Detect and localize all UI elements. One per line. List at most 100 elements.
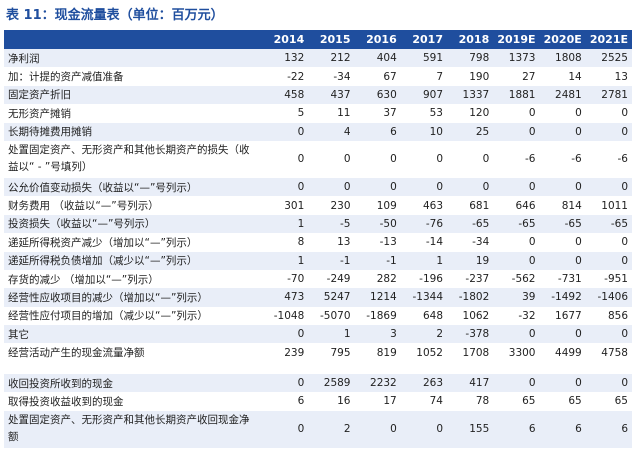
value-cell: -249 — [308, 269, 355, 289]
value-cell: 19 — [447, 251, 494, 270]
value-cell: 13 — [308, 233, 355, 252]
value-cell: 6 — [585, 410, 632, 448]
value-cell: 4758 — [585, 343, 632, 362]
value-cell: 6 — [262, 392, 309, 411]
value-cell: 0 — [585, 325, 632, 344]
value-cell: 907 — [400, 85, 447, 105]
value-cell: 819 — [354, 343, 401, 362]
value-cell: 2232 — [354, 373, 401, 393]
row-label: 净利润 — [4, 49, 262, 68]
value-cell: 1 — [262, 251, 309, 270]
value-cell: 120 — [447, 104, 494, 123]
row-label: 经营性应收项目的减少（增加以“—”列示） — [4, 288, 262, 307]
value-cell: -1048 — [262, 306, 309, 326]
value-cell: 65 — [493, 392, 540, 411]
value-cell: 0 — [539, 233, 586, 252]
value-cell: 10 — [400, 122, 447, 141]
value-cell: 856 — [585, 306, 632, 326]
table-row: 固定资产折旧 458 437 630 907 1337 1881 2481 2781 — [4, 85, 632, 105]
value-cell: 0 — [585, 122, 632, 141]
value-cell: 0 — [539, 122, 586, 141]
row-label: 递延所得税资产减少（增加以“—”列示） — [4, 233, 262, 252]
value-cell: 155 — [447, 410, 494, 448]
value-cell: -951 — [585, 269, 632, 289]
table-row: 经营性应收项目的减少（增加以“—”列示） 473 5247 1214 -1344 -180… — [4, 288, 632, 307]
value-cell: -14 — [400, 233, 447, 252]
value-cell: 5 — [262, 104, 309, 123]
value-cell: 404 — [354, 49, 401, 68]
header-year-cell: 2016 — [354, 30, 401, 49]
value-cell: 1052 — [400, 343, 447, 362]
value-cell: 798 — [447, 49, 494, 68]
value-cell: 2781 — [585, 85, 632, 105]
table-title: 表 11：现金流量表（单位：百万元） — [6, 8, 224, 23]
value-cell: 1373 — [493, 49, 540, 68]
value-cell: 27 — [493, 67, 540, 86]
header-year-cell: 2018 — [447, 30, 494, 49]
value-cell: 0 — [493, 233, 540, 252]
spacer-row — [4, 361, 632, 374]
table-row: 存货的减少 （增加以“—”列示） -70 -249 282 -196 -237 -562 -7… — [4, 269, 632, 289]
value-cell: -65 — [447, 214, 494, 234]
value-cell: -196 — [400, 269, 447, 289]
value-cell: -731 — [539, 269, 586, 289]
value-cell: -34 — [447, 233, 494, 252]
value-cell: 11 — [308, 104, 355, 123]
table-row: 财务费用 （收益以“—”号列示） 301 230 109 463 681 646 814 101… — [4, 196, 632, 215]
value-cell: 301 — [262, 196, 309, 215]
table-row: 经营性应付项目的增加（减少以“—”列示） -1048 -5070 -1869 648 10… — [4, 306, 632, 326]
value-cell: 1677 — [539, 306, 586, 326]
row-label: 收回投资所收到的现金 — [4, 373, 262, 393]
value-cell: 282 — [354, 269, 401, 289]
value-cell: -34 — [308, 67, 355, 86]
table-row: 投资损失（收益以“—”号列示） 1 -5 -50 -76 -65 -65 -65 -65 — [4, 214, 632, 234]
value-cell: 0 — [493, 122, 540, 141]
spacer-cell — [4, 361, 632, 374]
value-cell: 17 — [354, 392, 401, 411]
value-cell: 25 — [447, 122, 494, 141]
value-cell: -1869 — [354, 306, 401, 326]
row-label: 财务费用 （收益以“—”号列示） — [4, 196, 262, 215]
value-cell: -76 — [400, 214, 447, 234]
value-cell: -1 — [308, 251, 355, 270]
value-cell: 0 — [585, 177, 632, 197]
value-cell: 78 — [447, 392, 494, 411]
value-cell: 37 — [354, 104, 401, 123]
value-cell: 0 — [585, 373, 632, 393]
value-cell: 230 — [308, 196, 355, 215]
value-cell: 0 — [400, 410, 447, 448]
table-row: 公允价值变动损失（收益以“—”号列示） 0 0 0 0 0 0 0 0 — [4, 177, 632, 197]
value-cell: 0 — [262, 177, 309, 197]
value-cell: 0 — [493, 373, 540, 393]
header-year-cell: 2020E — [539, 30, 586, 49]
value-cell: 1 — [262, 214, 309, 234]
row-label: 取得投资收益收到的现金 — [4, 392, 262, 411]
table-row: 取得投资收益收到的现金 6 16 17 74 78 65 65 65 — [4, 392, 632, 411]
value-cell: 0 — [400, 177, 447, 197]
value-cell: 0 — [262, 122, 309, 141]
value-cell: 109 — [354, 196, 401, 215]
value-cell: 1708 — [447, 343, 494, 362]
header-year-cell: 2014 — [262, 30, 309, 49]
table-row: 收回投资所收到的现金 0 2589 2232 263 417 0 0 0 — [4, 373, 632, 393]
value-cell: -50 — [354, 214, 401, 234]
row-label: 长期待摊费用摊销 — [4, 122, 262, 141]
value-cell: 74 — [400, 392, 447, 411]
table-row: 其它 0 1 3 2 -378 0 0 0 — [4, 325, 632, 344]
value-cell: 263 — [400, 373, 447, 393]
value-cell: 1062 — [447, 306, 494, 326]
header-year-cell: 2015 — [308, 30, 355, 49]
value-cell: 53 — [400, 104, 447, 123]
value-cell: -1492 — [539, 288, 586, 307]
value-cell: -65 — [539, 214, 586, 234]
value-cell: 0 — [539, 251, 586, 270]
value-cell: 16 — [308, 392, 355, 411]
header-year-cell: 2017 — [400, 30, 447, 49]
value-cell: -13 — [354, 233, 401, 252]
value-cell: 39 — [493, 288, 540, 307]
header-row: 2014 2015 2016 2017 2018 2019E 2020E 2021E — [4, 30, 632, 49]
value-cell: 2589 — [308, 373, 355, 393]
value-cell: 1214 — [354, 288, 401, 307]
value-cell: 2 — [400, 325, 447, 344]
table-row: 长期待摊费用摊销 0 4 6 10 25 0 0 0 — [4, 122, 632, 141]
